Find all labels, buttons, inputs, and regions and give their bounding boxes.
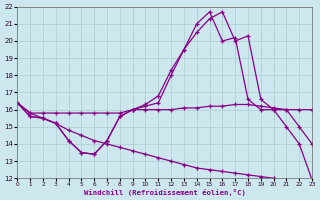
X-axis label: Windchill (Refroidissement éolien,°C): Windchill (Refroidissement éolien,°C): [84, 189, 246, 196]
